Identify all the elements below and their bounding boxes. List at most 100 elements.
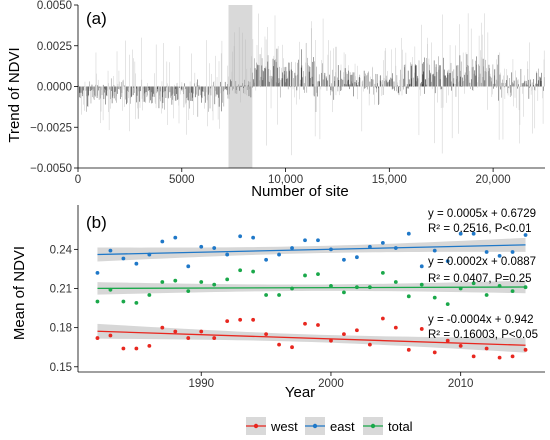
point-east: [147, 252, 152, 257]
fit-line-west: [97, 330, 526, 346]
point-total: [147, 293, 152, 297]
point-total: [497, 283, 502, 288]
point-west: [173, 329, 178, 334]
y-tick-label: 0.21: [50, 284, 72, 296]
point-total: [471, 281, 476, 286]
point-total: [173, 278, 178, 283]
point-east: [380, 240, 385, 245]
point-east: [406, 231, 411, 236]
west-stats: R² = 0.16003, P<0.05: [428, 329, 538, 341]
point-total: [406, 294, 411, 299]
point-total: [134, 300, 139, 305]
point-east: [393, 246, 398, 250]
fit-lines: [97, 244, 526, 346]
point-total: [225, 277, 230, 282]
point-west: [419, 327, 424, 331]
fit-line-total: [97, 286, 526, 290]
x-tick-label: 15,000: [372, 174, 407, 186]
point-west: [497, 355, 502, 360]
point-total: [186, 289, 191, 294]
panel-b-y-ticks: 0.15 0.18 0.21 0.24: [50, 244, 78, 374]
y-tick-label: 0.0000: [37, 82, 72, 94]
point-east: [199, 244, 204, 249]
x-tick-label: 20,000: [476, 174, 511, 186]
point-east: [355, 255, 359, 260]
point-west: [238, 317, 243, 322]
legend: west east total: [246, 417, 413, 435]
point-west: [186, 336, 191, 340]
point-total: [303, 273, 307, 278]
point-total: [290, 286, 294, 291]
panel-a-y-ticks: −0.0050 −0.0025 0.0000 0.0025 0.0050: [30, 0, 78, 175]
panel-a-label: (a): [86, 9, 107, 28]
point-west: [225, 319, 230, 324]
point-total: [458, 286, 463, 291]
y-tick-label: −0.0025: [30, 122, 72, 134]
point-east: [316, 238, 320, 243]
point-west: [367, 342, 372, 347]
point-east: [523, 233, 528, 237]
y-tick-label: 0.18: [50, 323, 72, 335]
panel-a-x-axis-title: Number of site: [251, 183, 349, 200]
point-east: [173, 235, 178, 240]
point-total: [121, 299, 126, 304]
point-total: [160, 280, 165, 284]
point-total: [212, 282, 217, 287]
point-east: [277, 252, 281, 257]
legend-label-west: west: [270, 419, 298, 434]
point-east: [510, 250, 515, 254]
point-east: [471, 231, 476, 236]
point-total: [432, 295, 437, 300]
west-equation: y = -0.0004x + 0.942: [428, 314, 534, 326]
x-tick-label: 1990: [188, 378, 214, 390]
point-east: [225, 252, 230, 257]
legend-item-east: east: [305, 417, 355, 435]
point-west: [471, 354, 476, 359]
point-west: [329, 338, 333, 343]
point-east: [108, 248, 113, 253]
fit-line-east: [97, 244, 526, 256]
point-west: [290, 345, 294, 350]
point-east: [212, 246, 217, 250]
point-west: [134, 346, 139, 351]
point-west: [523, 347, 528, 352]
panel-a: 0 5000 10,000 15,000 20,000 −0.0050 −0.0025 0.…: [6, 0, 545, 200]
point-west: [160, 325, 165, 330]
point-east: [458, 231, 463, 236]
point-west: [95, 336, 100, 340]
x-tick-label: 5000: [169, 174, 195, 186]
point-east: [484, 250, 489, 254]
point-total: [419, 282, 424, 287]
point-west: [393, 325, 398, 330]
point-total: [380, 270, 385, 275]
point-total: [277, 293, 281, 297]
point-total: [199, 280, 204, 284]
x-tick-label: 10,000: [268, 174, 303, 186]
panel-b-label: (b): [86, 213, 107, 232]
point-total: [329, 283, 333, 288]
point-east: [160, 239, 165, 244]
point-west: [264, 332, 268, 337]
point-total: [355, 285, 359, 290]
panel-b-y-axis-title: Mean of NDVI: [11, 246, 28, 340]
point-total: [264, 293, 268, 297]
panel-b-x-axis-title: Year: [285, 384, 315, 401]
trend-lines: [78, 13, 545, 156]
point-east: [432, 248, 437, 253]
point-west: [445, 338, 450, 343]
point-total: [251, 269, 256, 274]
y-tick-label: 0.24: [50, 244, 73, 256]
point-west: [342, 332, 346, 337]
legend-label-total: total: [388, 419, 413, 434]
point-total: [510, 289, 515, 294]
point-east: [134, 261, 139, 266]
point-east: [264, 257, 268, 262]
x-tick-label: 0: [75, 174, 81, 186]
point-west: [212, 336, 217, 340]
point-east: [367, 244, 372, 249]
point-west: [277, 342, 281, 347]
point-total: [445, 302, 450, 307]
point-total: [238, 268, 243, 273]
point-west: [380, 316, 385, 321]
point-west: [147, 344, 152, 348]
